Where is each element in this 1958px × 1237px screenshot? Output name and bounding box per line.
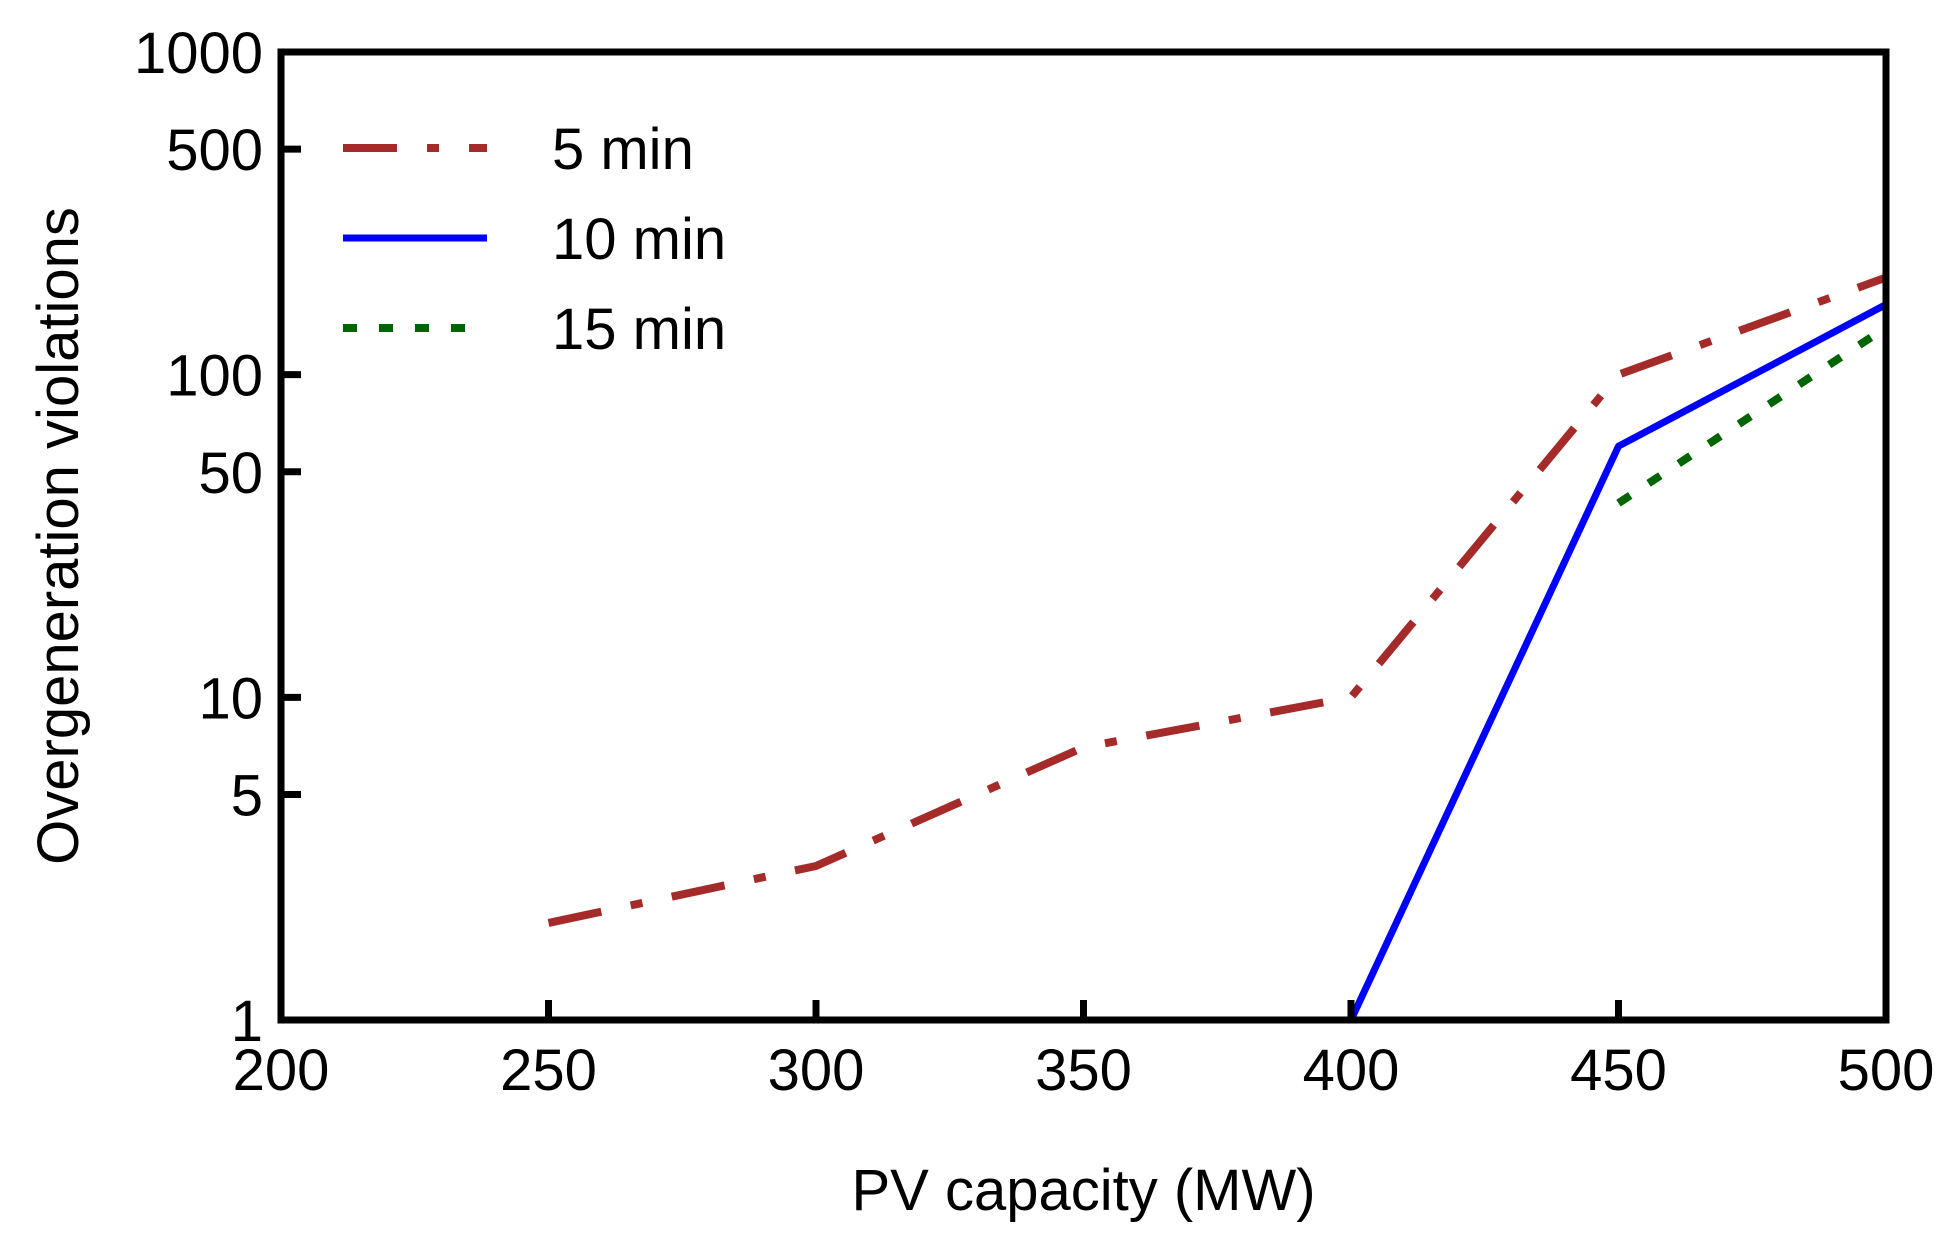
y-tick-label-1000: 1000 (134, 21, 263, 86)
series-line-5-min (547, 273, 1888, 927)
legend: 5 min 10 min 15 min (343, 117, 726, 362)
x-tick-label-400: 400 (1303, 1038, 1400, 1103)
series-line-15-min (1616, 324, 1889, 507)
y-tick-label-50: 50 (198, 441, 263, 506)
y-tick-label-1: 1 (231, 989, 263, 1054)
y-tick-label-500: 500 (166, 118, 263, 183)
y-tick-label-10: 10 (198, 666, 263, 731)
plot-frame (277, 48, 1890, 1024)
x-tick-label-450: 450 (1570, 1038, 1667, 1103)
x-axis-title: PV capacity (MW) (851, 1158, 1315, 1223)
ticks-layer: 200 250 300 350 400 450 500 1 5 10 50 100 500 1000 (134, 21, 1934, 1103)
x-tick-label-200: 200 (233, 1038, 330, 1103)
y-tick-label-5: 5 (231, 763, 263, 828)
series-layer (547, 273, 1889, 1022)
y-tick-label-100: 100 (166, 344, 263, 409)
y-axis-title: Overgeneration violations (26, 207, 91, 865)
legend-label-10-min: 10 min (552, 207, 726, 272)
x-tick-label-500: 500 (1838, 1038, 1935, 1103)
x-tick-label-300: 300 (768, 1038, 865, 1103)
legend-label-15-min: 15 min (552, 297, 726, 362)
series-line-10-min (1347, 301, 1888, 1022)
x-tick-label-350: 350 (1035, 1038, 1132, 1103)
x-tick-label-250: 250 (500, 1038, 597, 1103)
legend-label-5-min: 5 min (552, 117, 694, 182)
